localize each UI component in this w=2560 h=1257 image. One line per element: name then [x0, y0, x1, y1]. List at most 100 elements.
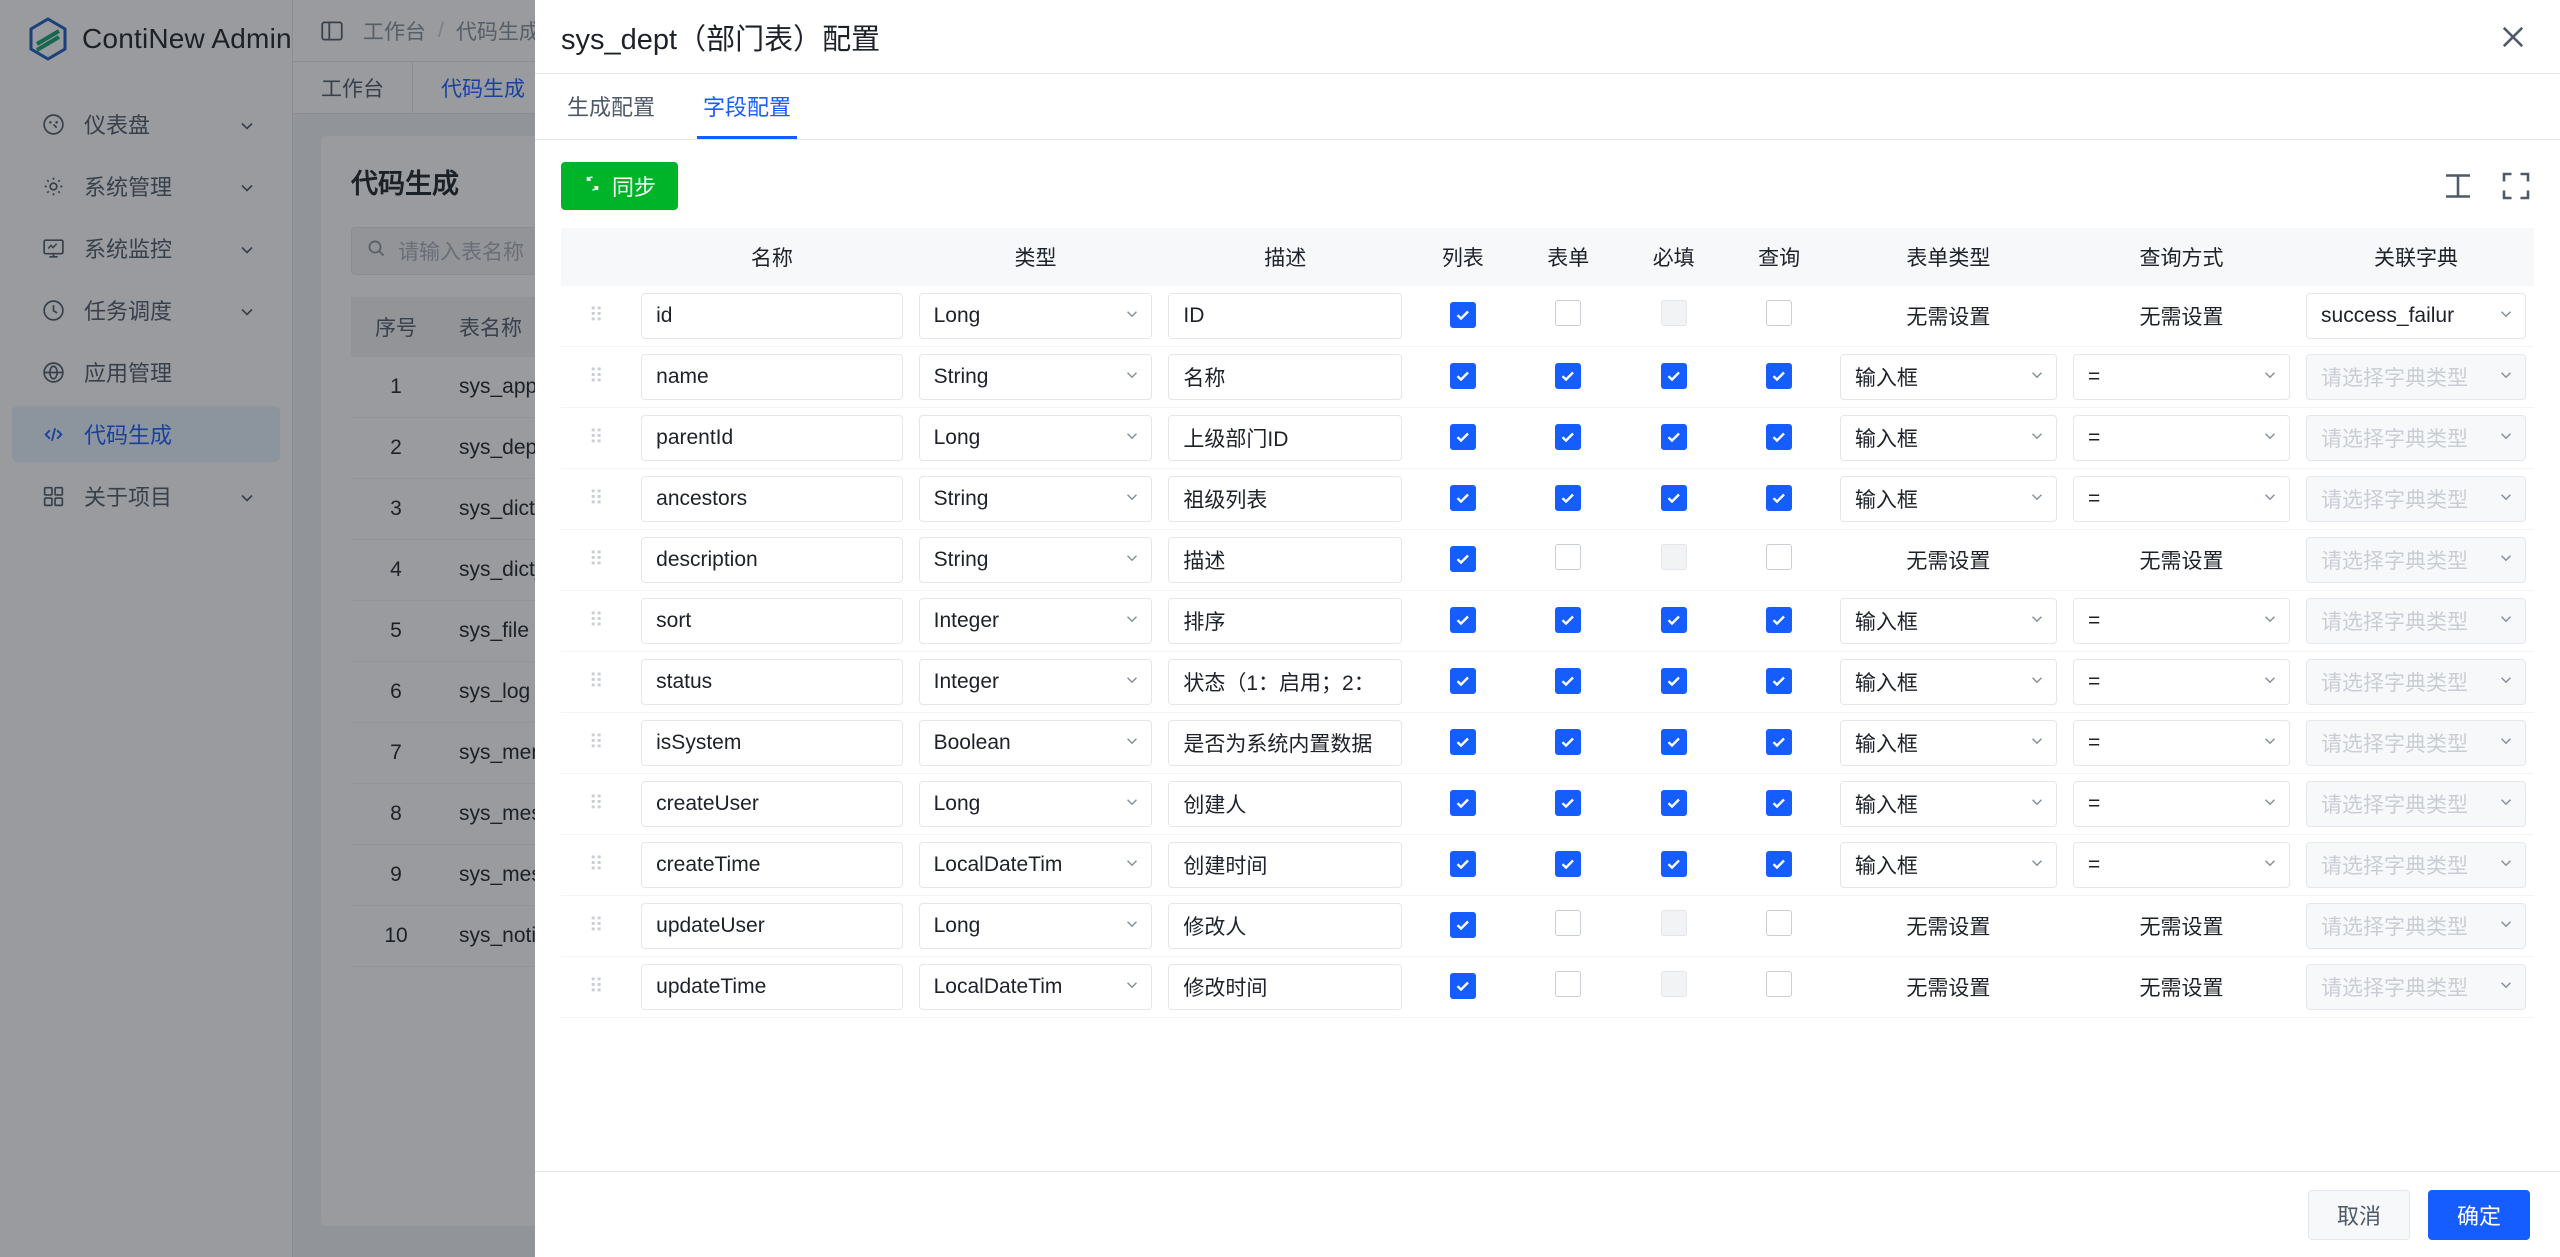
cancel-button[interactable]: 取消 [2307, 1189, 2410, 1240]
list-checkbox[interactable] [1449, 668, 1476, 694]
drag-handle-icon[interactable]: ⠿ [588, 549, 606, 571]
collapse-icon[interactable] [319, 18, 345, 44]
field-name-input[interactable]: isSystem [641, 720, 903, 766]
list-checkbox[interactable] [1449, 363, 1476, 389]
dict-select[interactable]: 请选择字典类型 [2306, 781, 2526, 827]
required-checkbox[interactable] [1660, 790, 1687, 816]
column-settings-icon[interactable] [2440, 168, 2476, 204]
form-checkbox[interactable] [1555, 851, 1582, 877]
breadcrumb-item[interactable]: 工作台 [363, 20, 426, 44]
form-checkbox[interactable] [1555, 668, 1582, 694]
drag-handle-icon[interactable]: ⠿ [588, 305, 606, 327]
drag-handle-icon[interactable]: ⠿ [588, 488, 606, 510]
form-checkbox[interactable] [1555, 544, 1582, 570]
field-type-select[interactable]: Long [918, 415, 1153, 461]
query-checkbox[interactable] [1766, 300, 1793, 326]
breadcrumb-item[interactable]: 代码生成 [455, 20, 540, 44]
field-desc-input[interactable]: 描述 [1168, 537, 1403, 583]
form-checkbox[interactable] [1555, 300, 1582, 326]
dict-select[interactable]: 请选择字典类型 [2306, 598, 2526, 644]
field-type-select[interactable]: String [918, 476, 1153, 522]
list-checkbox[interactable] [1449, 851, 1476, 877]
form-checkbox[interactable] [1555, 790, 1582, 816]
field-name-input[interactable]: createTime [641, 842, 903, 888]
dict-select[interactable]: 请选择字典类型 [2306, 537, 2526, 583]
drag-handle-icon[interactable]: ⠿ [588, 793, 606, 815]
dict-select[interactable]: 请选择字典类型 [2306, 720, 2526, 766]
sidebar-item-dashboard[interactable]: 仪表盘 [12, 96, 280, 152]
form-type-select[interactable]: 输入框 [1839, 354, 2057, 400]
field-desc-input[interactable]: 修改人 [1168, 903, 1403, 949]
sidebar-item-task-schedule[interactable]: 任务调度 [12, 282, 280, 338]
field-desc-input[interactable]: ID [1168, 293, 1403, 339]
close-icon[interactable] [2496, 20, 2530, 54]
form-checkbox[interactable] [1555, 910, 1582, 936]
query-type-select[interactable]: = [2072, 781, 2291, 827]
brand-logo[interactable]: ContiNew Admin [0, 0, 292, 78]
dict-select[interactable]: 请选择字典类型 [2306, 964, 2526, 1010]
query-type-select[interactable]: = [2072, 598, 2291, 644]
sync-button[interactable]: 同步 [561, 162, 679, 210]
tab-field-config[interactable]: 字段配置 [697, 90, 798, 139]
dict-select[interactable]: 请选择字典类型 [2306, 354, 2526, 400]
form-type-select[interactable]: 输入框 [1839, 415, 2057, 461]
query-checkbox[interactable] [1766, 910, 1793, 936]
field-type-select[interactable]: Long [918, 781, 1153, 827]
field-type-select[interactable]: LocalDateTim [918, 964, 1153, 1010]
drag-handle-icon[interactable]: ⠿ [588, 976, 606, 998]
field-name-input[interactable]: name [641, 354, 903, 400]
field-type-select[interactable]: Long [918, 903, 1153, 949]
field-type-select[interactable]: Integer [918, 598, 1153, 644]
sidebar-item-system-management[interactable]: 系统管理 [12, 158, 280, 214]
field-type-select[interactable]: String [918, 537, 1153, 583]
list-checkbox[interactable] [1449, 607, 1476, 633]
list-checkbox[interactable] [1449, 790, 1476, 816]
required-checkbox[interactable] [1660, 668, 1687, 694]
required-checkbox[interactable] [1660, 607, 1687, 633]
field-name-input[interactable]: description [641, 537, 903, 583]
list-checkbox[interactable] [1449, 302, 1476, 328]
field-desc-input[interactable]: 修改时间 [1168, 964, 1403, 1010]
required-checkbox[interactable] [1660, 424, 1687, 450]
confirm-button[interactable]: 确定 [2427, 1189, 2530, 1240]
field-desc-input[interactable]: 状态（1：启用；2： [1168, 659, 1403, 705]
required-checkbox[interactable] [1660, 363, 1687, 389]
query-checkbox[interactable] [1766, 851, 1793, 877]
drag-handle-icon[interactable]: ⠿ [588, 671, 606, 693]
query-checkbox[interactable] [1766, 668, 1793, 694]
query-checkbox[interactable] [1766, 729, 1793, 755]
query-type-select[interactable]: = [2072, 842, 2291, 888]
field-desc-input[interactable]: 创建时间 [1168, 842, 1403, 888]
form-checkbox[interactable] [1555, 485, 1582, 511]
form-type-select[interactable]: 输入框 [1839, 659, 2057, 705]
field-name-input[interactable]: parentId [641, 415, 903, 461]
field-name-input[interactable]: ancestors [641, 476, 903, 522]
dict-select[interactable]: 请选择字典类型 [2306, 415, 2526, 461]
field-desc-input[interactable]: 祖级列表 [1168, 476, 1403, 522]
query-type-select[interactable]: = [2072, 476, 2291, 522]
dict-select[interactable]: 请选择字典类型 [2306, 476, 2526, 522]
query-type-select[interactable]: = [2072, 415, 2291, 461]
field-desc-input[interactable]: 排序 [1168, 598, 1403, 644]
query-checkbox[interactable] [1766, 607, 1793, 633]
form-type-select[interactable]: 输入框 [1839, 720, 2057, 766]
form-checkbox[interactable] [1555, 363, 1582, 389]
drag-handle-icon[interactable]: ⠿ [588, 854, 606, 876]
query-type-select[interactable]: = [2072, 720, 2291, 766]
list-checkbox[interactable] [1449, 424, 1476, 450]
dict-select[interactable]: 请选择字典类型 [2306, 659, 2526, 705]
drag-handle-icon[interactable]: ⠿ [588, 427, 606, 449]
query-checkbox[interactable] [1766, 971, 1793, 997]
field-name-input[interactable]: updateUser [641, 903, 903, 949]
required-checkbox[interactable] [1660, 485, 1687, 511]
field-name-input[interactable]: createUser [641, 781, 903, 827]
query-checkbox[interactable] [1766, 790, 1793, 816]
dict-select[interactable]: 请选择字典类型 [2306, 842, 2526, 888]
field-type-select[interactable]: String [918, 354, 1153, 400]
form-type-select[interactable]: 输入框 [1839, 476, 2057, 522]
field-type-select[interactable]: Long [918, 293, 1153, 339]
field-name-input[interactable]: updateTime [641, 964, 903, 1010]
field-desc-input[interactable]: 名称 [1168, 354, 1403, 400]
drag-handle-icon[interactable]: ⠿ [588, 366, 606, 388]
sidebar-item-about-project[interactable]: 关于项目 [12, 468, 280, 524]
